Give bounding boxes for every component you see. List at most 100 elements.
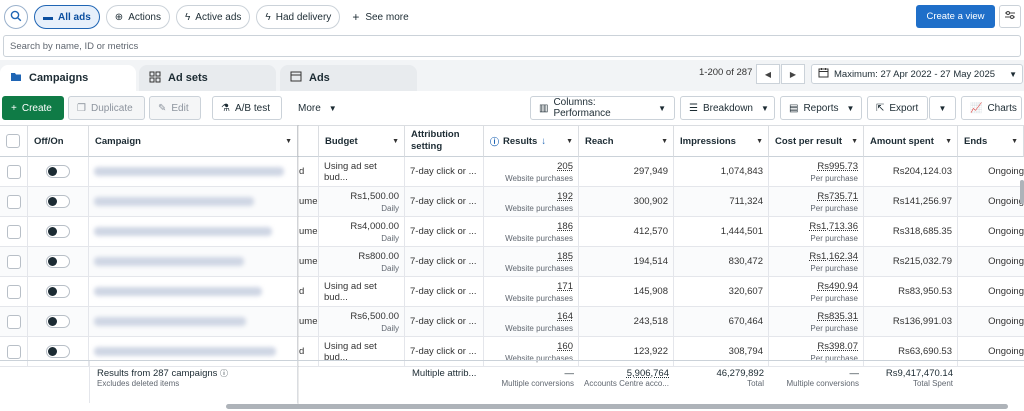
- column-header-campaign[interactable]: Campaign ▼: [89, 125, 298, 157]
- campaign-name-cell[interactable]: [89, 157, 298, 187]
- reach-value: 123,922: [633, 346, 668, 357]
- budget-cell[interactable]: Rs6,500.00 Daily: [319, 307, 405, 337]
- filter-active-ads-chip[interactable]: ϟ Active ads: [175, 5, 251, 29]
- filter-all-ads-chip[interactable]: ▬ All ads: [34, 5, 100, 29]
- search-input[interactable]: [10, 40, 1020, 52]
- ab-test-button[interactable]: ⚗ A/B test: [212, 96, 282, 120]
- cost-per-result-cell[interactable]: Rs1,713.36 Per purchase: [769, 217, 864, 247]
- row-checkbox[interactable]: [6, 164, 21, 179]
- reports-dropdown[interactable]: ▤ Reports ▼: [780, 96, 862, 120]
- breakdown-dropdown[interactable]: ☰ Breakdown ▼: [680, 96, 775, 120]
- ends-cell: Ongoing: [958, 277, 1024, 307]
- results-cell[interactable]: 160 Website purchases: [484, 337, 579, 367]
- campaign-toggle[interactable]: [46, 345, 70, 358]
- column-header-ends[interactable]: Ends ▼: [958, 125, 1024, 157]
- campaign-toggle[interactable]: [46, 255, 70, 268]
- search-toggle-button[interactable]: [4, 5, 28, 29]
- campaign-toggle[interactable]: [46, 315, 70, 328]
- campaign-toggle[interactable]: [46, 165, 70, 178]
- attribution-value: 7-day click or ...: [410, 286, 477, 297]
- results-cell[interactable]: 171 Website purchases: [484, 277, 579, 307]
- campaign-name-cell[interactable]: [89, 217, 298, 247]
- row-checkbox[interactable]: [6, 254, 21, 269]
- footer-value: 46,279,892: [716, 368, 764, 379]
- column-header-cost-per-result[interactable]: Cost per result ▼: [769, 125, 864, 157]
- prev-page-button[interactable]: ◀: [756, 64, 780, 84]
- row-checkbox[interactable]: [6, 314, 21, 329]
- column-header-attribution[interactable]: Attribution setting: [405, 125, 484, 157]
- cost-per-result-cell[interactable]: Rs995.73 Per purchase: [769, 157, 864, 187]
- budget-cell[interactable]: Rs4,000.00 Daily: [319, 217, 405, 247]
- export-label: Export: [889, 102, 919, 114]
- results-cell[interactable]: 185 Website purchases: [484, 247, 579, 277]
- cost-per-result-value: Rs735.71: [817, 190, 858, 202]
- filter-actions-chip[interactable]: ⊕ Actions: [105, 5, 170, 29]
- next-page-button[interactable]: ▶: [781, 64, 805, 84]
- ends-value: Ongoing: [988, 346, 1024, 357]
- horizontal-scrollbar[interactable]: [226, 404, 1008, 409]
- cost-per-result-cell[interactable]: Rs735.71 Per purchase: [769, 187, 864, 217]
- see-more-button[interactable]: + See more: [344, 5, 416, 29]
- more-button[interactable]: More ▼: [298, 96, 337, 120]
- budget-cell[interactable]: Using ad set bud...: [319, 277, 405, 307]
- row-checkbox[interactable]: [6, 344, 21, 359]
- filter-had-delivery-chip[interactable]: ϟ Had delivery: [256, 5, 341, 29]
- row-select-cell: [0, 157, 28, 187]
- reach-cell: 297,949: [579, 157, 674, 187]
- view-settings-button[interactable]: [999, 5, 1021, 28]
- cost-per-result-sub: Per purchase: [810, 353, 858, 363]
- column-header-results[interactable]: ⓘ Results ↓ ▼: [484, 125, 579, 157]
- column-header-budget[interactable]: Budget ▼: [319, 125, 405, 157]
- results-sub: Website purchases: [505, 173, 573, 183]
- column-header-off-on[interactable]: Off/On: [28, 125, 89, 157]
- date-range-picker[interactable]: Maximum: 27 Apr 2022 - 27 May 2025 ▼: [811, 64, 1023, 84]
- ad-icon: [290, 71, 302, 85]
- create-button[interactable]: + Create: [2, 96, 64, 120]
- budget-cell[interactable]: Rs1,500.00 Daily: [319, 187, 405, 217]
- ends-value: Ongoing: [988, 256, 1024, 267]
- results-cell[interactable]: 164 Website purchases: [484, 307, 579, 337]
- campaign-toggle[interactable]: [46, 285, 70, 298]
- results-cell[interactable]: 192 Website purchases: [484, 187, 579, 217]
- reach-value: 412,570: [633, 226, 668, 237]
- tab-campaigns[interactable]: Campaigns: [0, 65, 136, 91]
- row-checkbox[interactable]: [6, 224, 21, 239]
- duplicate-button[interactable]: ❐ Duplicate: [68, 96, 145, 120]
- folder-icon: [10, 71, 22, 85]
- budget-cell[interactable]: Using ad set bud...: [319, 337, 405, 367]
- results-cell[interactable]: 186 Website purchases: [484, 217, 579, 247]
- column-header-impressions[interactable]: Impressions ▼: [674, 125, 769, 157]
- cost-per-result-cell[interactable]: Rs398.07 Per purchase: [769, 337, 864, 367]
- campaign-name-cell[interactable]: [89, 277, 298, 307]
- campaign-name-cell[interactable]: [89, 187, 298, 217]
- campaign-toggle[interactable]: [46, 195, 70, 208]
- cost-per-result-cell[interactable]: Rs1,162.34 Per purchase: [769, 247, 864, 277]
- campaign-name-cell[interactable]: [89, 337, 298, 367]
- tab-ads[interactable]: Ads: [280, 65, 417, 91]
- campaign-name-cell[interactable]: [89, 307, 298, 337]
- row-toggle-cell: [28, 247, 89, 277]
- vertical-scrollbar[interactable]: [1020, 180, 1024, 204]
- export-options-button[interactable]: ▼: [929, 96, 956, 120]
- budget-cell[interactable]: Using ad set bud...: [319, 157, 405, 187]
- columns-dropdown[interactable]: ▥ Columns: Performance ▼: [530, 96, 675, 120]
- tab-ad-sets[interactable]: Ad sets: [139, 65, 276, 91]
- results-cell[interactable]: 205 Website purchases: [484, 157, 579, 187]
- plus-icon: +: [352, 10, 360, 24]
- export-button[interactable]: ⇱ Export: [867, 96, 928, 120]
- select-all-checkbox[interactable]: [6, 134, 20, 148]
- campaign-name-cell[interactable]: [89, 247, 298, 277]
- results-sub: Website purchases: [505, 353, 573, 363]
- row-checkbox[interactable]: [6, 194, 21, 209]
- column-header-reach[interactable]: Reach ▼: [579, 125, 674, 157]
- cost-per-result-cell[interactable]: Rs835.31 Per purchase: [769, 307, 864, 337]
- campaign-toggle[interactable]: [46, 225, 70, 238]
- caret-down-icon: ▼: [328, 103, 337, 113]
- edit-button[interactable]: ✎ Edit: [149, 96, 201, 120]
- row-checkbox[interactable]: [6, 284, 21, 299]
- column-header-amount-spent[interactable]: Amount spent ▼: [864, 125, 958, 157]
- charts-button[interactable]: 📈 Charts: [961, 96, 1022, 120]
- create-view-button[interactable]: Create a view: [916, 5, 995, 28]
- cost-per-result-cell[interactable]: Rs490.94 Per purchase: [769, 277, 864, 307]
- budget-cell[interactable]: Rs800.00 Daily: [319, 247, 405, 277]
